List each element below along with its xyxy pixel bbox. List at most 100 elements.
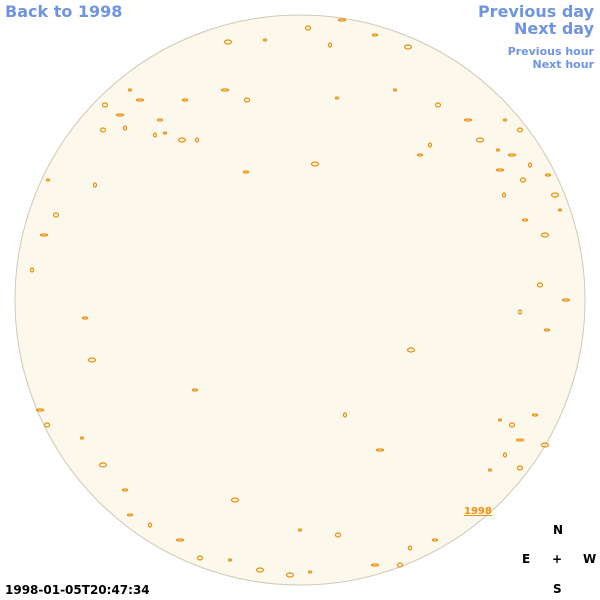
active-region xyxy=(327,42,333,48)
active-region xyxy=(497,418,503,422)
active-region xyxy=(35,408,45,412)
active-region xyxy=(508,422,516,428)
active-region xyxy=(475,137,485,143)
active-region xyxy=(81,316,89,320)
active-region xyxy=(45,178,51,182)
compass-center: + xyxy=(552,552,563,566)
active-region xyxy=(297,528,303,532)
next-hour-link[interactable]: Next hour xyxy=(532,58,595,71)
active-region xyxy=(502,452,508,458)
active-region xyxy=(403,44,413,50)
active-region xyxy=(255,567,265,573)
solar-disk xyxy=(14,14,586,586)
active-region xyxy=(29,267,35,273)
active-region xyxy=(39,233,49,237)
disk-label-link[interactable]: 1998 xyxy=(464,506,492,517)
active-region xyxy=(463,118,473,122)
active-region xyxy=(147,522,153,528)
active-region xyxy=(220,88,230,92)
active-region xyxy=(337,18,347,22)
region-layer xyxy=(29,18,571,578)
active-region xyxy=(501,192,507,198)
active-region xyxy=(127,88,133,92)
active-region xyxy=(191,388,199,392)
active-region xyxy=(519,177,527,183)
back-link[interactable]: Back to 1998 xyxy=(5,2,123,21)
active-region xyxy=(101,102,109,108)
active-region xyxy=(194,137,200,143)
active-region xyxy=(307,570,313,574)
compass-east: E xyxy=(522,552,531,566)
active-region xyxy=(370,563,380,567)
active-region xyxy=(375,448,385,452)
active-region xyxy=(543,328,551,332)
active-region xyxy=(52,212,60,218)
active-region xyxy=(92,182,98,188)
active-region xyxy=(304,25,312,31)
active-region xyxy=(531,413,539,417)
active-region xyxy=(135,98,145,102)
active-region xyxy=(227,558,233,562)
active-region xyxy=(98,462,108,468)
active-region xyxy=(561,298,571,302)
active-region xyxy=(521,218,529,222)
compass-west: W xyxy=(583,552,597,566)
active-region xyxy=(223,39,233,45)
active-region xyxy=(156,118,164,122)
active-region xyxy=(427,142,433,148)
active-region xyxy=(152,132,158,138)
active-region xyxy=(507,153,517,157)
previous-hour-link[interactable]: Previous hour xyxy=(507,45,594,58)
active-region xyxy=(243,97,251,103)
active-region xyxy=(407,545,413,551)
active-region xyxy=(334,532,342,538)
active-region xyxy=(99,127,107,133)
active-region xyxy=(262,38,268,42)
active-region xyxy=(285,572,295,578)
active-region xyxy=(550,192,560,198)
active-region xyxy=(43,422,51,428)
active-region xyxy=(487,468,493,472)
active-region xyxy=(342,412,348,418)
compass-south: S xyxy=(553,582,562,596)
active-region xyxy=(371,33,379,37)
active-region xyxy=(162,131,168,135)
active-region xyxy=(527,162,533,168)
active-region xyxy=(516,465,524,471)
active-region xyxy=(517,309,523,315)
active-region xyxy=(392,88,398,92)
timestamp: 1998-01-05T20:47:34 xyxy=(5,583,150,597)
active-region xyxy=(177,137,187,143)
active-region xyxy=(310,161,320,167)
active-region xyxy=(416,153,424,157)
compass-north: N xyxy=(553,523,564,537)
active-region xyxy=(230,497,240,503)
active-region xyxy=(79,436,85,440)
active-region xyxy=(181,98,189,102)
previous-day-link[interactable]: Previous day xyxy=(477,2,594,21)
active-region xyxy=(434,102,442,108)
active-region xyxy=(396,562,404,568)
active-region xyxy=(126,513,134,517)
active-region xyxy=(515,438,525,442)
active-region xyxy=(540,232,550,238)
active-region xyxy=(516,127,524,133)
active-region xyxy=(175,538,185,542)
active-region xyxy=(502,118,508,122)
active-region xyxy=(495,148,501,152)
next-day-link[interactable]: Next day xyxy=(514,19,594,38)
active-region xyxy=(115,113,125,117)
active-region xyxy=(334,96,340,100)
active-region xyxy=(540,442,550,448)
active-region xyxy=(495,168,505,172)
active-region xyxy=(544,173,552,177)
active-region xyxy=(431,538,439,542)
active-region xyxy=(406,347,416,353)
active-region xyxy=(121,488,129,492)
active-region xyxy=(536,282,544,288)
active-region xyxy=(557,208,563,212)
active-region xyxy=(122,125,128,131)
active-region xyxy=(196,555,204,561)
